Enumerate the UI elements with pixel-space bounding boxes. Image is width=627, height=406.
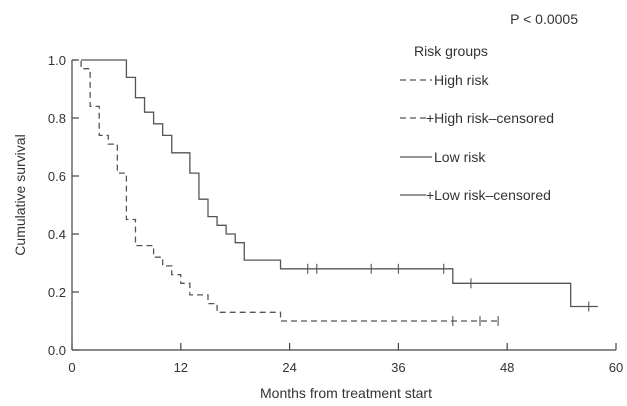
- x-tick-label: 0: [68, 360, 75, 375]
- series-line-high-risk: [72, 59, 499, 322]
- x-tick-label: 24: [282, 360, 296, 375]
- legend-entry: +High risk–censored: [400, 110, 554, 126]
- y-tick-label: 0.4: [48, 227, 66, 242]
- x-tick-label: 60: [609, 360, 623, 375]
- legend-title: Risk groups: [414, 43, 488, 59]
- y-tick-label: 0.8: [48, 111, 66, 126]
- y-tick-label: 0.0: [48, 343, 66, 358]
- series-layer: [72, 59, 598, 326]
- legend-label: +High risk–censored: [426, 110, 554, 126]
- legend: Risk groups High risk +High risk–censored…: [400, 43, 554, 203]
- series-line-low-risk: [81, 59, 598, 308]
- x-tick-label: 48: [500, 360, 514, 375]
- axes: [71, 60, 616, 351]
- legend-entry: Low risk: [400, 149, 486, 165]
- y-tick-label: 0.6: [48, 169, 66, 184]
- y-axis-ticks: 0.0 0.2 0.4 0.6 0.8 1.0: [48, 53, 79, 358]
- legend-entries: High risk +High risk–censored Low risk +Low…: [400, 72, 554, 203]
- y-axis-title: Cumulative survival: [12, 134, 28, 255]
- p-value-annotation: P < 0.0005: [510, 11, 578, 27]
- x-axis-title: Months from treatment start: [260, 385, 432, 401]
- legend-label: +Low risk–censored: [426, 187, 551, 203]
- x-tick-label: 12: [174, 360, 188, 375]
- x-axis-ticks: 0 12 24 36 48 60: [68, 343, 623, 375]
- legend-entry: +Low risk–censored: [400, 187, 551, 203]
- series-low-risk: [81, 59, 598, 312]
- y-tick-label: 0.2: [48, 285, 66, 300]
- series-high-risk: [72, 59, 499, 326]
- y-tick-label: 1.0: [48, 53, 66, 68]
- legend-label: High risk: [434, 72, 489, 88]
- legend-label: Low risk: [434, 149, 486, 165]
- x-tick-label: 36: [391, 360, 405, 375]
- legend-entry: High risk: [400, 72, 489, 88]
